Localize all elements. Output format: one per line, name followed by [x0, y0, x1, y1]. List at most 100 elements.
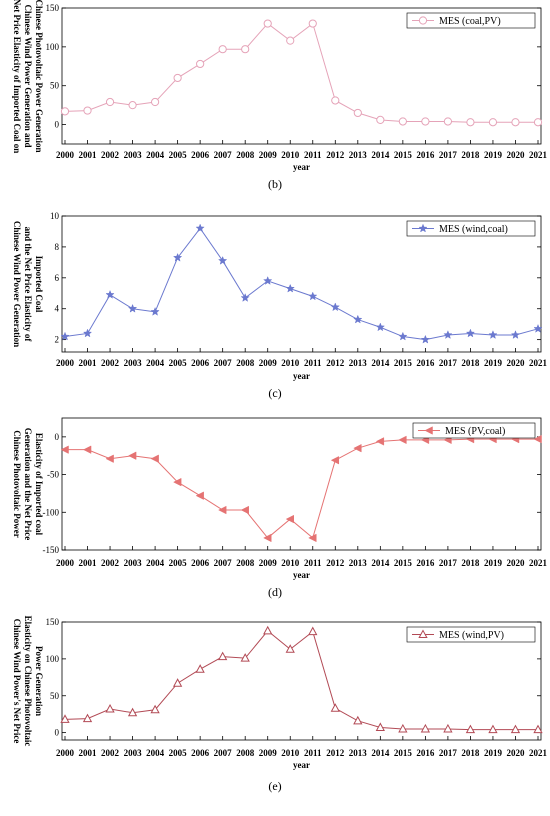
data-point [195, 223, 205, 233]
x-tick-label: 2020 [506, 748, 525, 758]
data-point [308, 19, 317, 28]
data-point [533, 434, 542, 444]
data-point [488, 724, 498, 734]
x-tick-label: 2012 [326, 358, 345, 368]
x-tick-label: 2007 [214, 150, 233, 160]
x-tick-label: 2004 [146, 748, 165, 758]
data-point [105, 289, 115, 299]
data-point [218, 651, 228, 661]
data-point [240, 293, 250, 302]
data-point [420, 723, 431, 733]
x-tick-label: 2008 [236, 558, 255, 568]
data-point [150, 454, 159, 463]
panel-caption: (b) [268, 177, 282, 191]
panel-caption-final: (e) [268, 779, 281, 793]
series-line [64, 227, 539, 341]
data-point [60, 445, 69, 454]
x-axis-label: year [293, 570, 310, 580]
panel-caption: (d) [268, 585, 282, 599]
x-axis-label: year [293, 162, 310, 172]
data-point [263, 276, 273, 285]
data-point [60, 331, 70, 341]
x-tick-label: 2019 [484, 558, 503, 568]
data-point [443, 723, 453, 733]
legend-marker [424, 426, 433, 435]
data-point [443, 330, 453, 339]
y-axis-label-line: Elasticity on Chinese Photovoltaic [23, 616, 33, 747]
data-point [330, 456, 340, 465]
data-point [308, 626, 318, 636]
x-tick-label: 2007 [214, 358, 233, 368]
plot-frame [61, 621, 542, 741]
legend: MES (wind,PV) [406, 626, 536, 643]
x-axis-label: year [293, 760, 310, 770]
chart-panel-1: 0 50 100 150 2000 2001 2002 2003 2004 2005 2006 200… [12, 0, 548, 172]
x-tick-label: 2020 [506, 558, 525, 568]
y-tick-label: 4 [55, 304, 60, 314]
x-tick-label: 2009 [259, 748, 278, 758]
data-point [150, 704, 160, 714]
panel-caption: (c) [268, 386, 281, 400]
x-tick-label: 2020 [506, 150, 525, 160]
y-tick-label: 50 [50, 691, 60, 701]
y-tick-label: -150 [43, 545, 60, 555]
y-tick-label: 10 [50, 211, 60, 221]
x-tick-label: 2014 [371, 150, 390, 160]
data-point [82, 445, 92, 454]
x-tick-label: 2005 [169, 150, 188, 160]
x-tick-label: 2003 [124, 358, 143, 368]
x-tick-label: 2021 [529, 748, 548, 758]
data-point [127, 303, 138, 313]
y-axis-label-line: Chinese Photovoltaic Power Generation [34, 0, 44, 153]
data-point [308, 291, 318, 301]
data-point [173, 477, 182, 487]
x-tick-label: 2021 [529, 558, 548, 568]
y-tick-label: -100 [43, 507, 60, 517]
x-tick-label: 2016 [416, 748, 435, 758]
data-point [465, 328, 476, 338]
legend-label: MES (wind,PV) [439, 630, 504, 641]
legend-label: MES (coal,PV) [439, 16, 501, 27]
data-point [172, 678, 183, 687]
data-point [196, 59, 205, 69]
y-axis-label-line: Chinese Photovoltaic Power [12, 430, 22, 537]
x-tick-label: 2002 [101, 358, 120, 368]
data-point [60, 714, 70, 723]
data-point [218, 45, 227, 54]
data-point [82, 713, 93, 723]
plot-frame [61, 7, 542, 145]
data-point [263, 19, 272, 28]
x-tick-label: 2005 [169, 358, 188, 368]
series-line [64, 630, 538, 731]
data-point [488, 330, 498, 339]
x-tick-label: 2010 [281, 150, 300, 160]
data-point [82, 328, 93, 338]
x-tick-label: 2014 [371, 748, 390, 758]
legend-marker [418, 16, 428, 25]
data-point [375, 322, 385, 332]
x-tick-label: 2013 [349, 748, 368, 758]
legend-label: MES (PV,coal) [445, 426, 505, 437]
x-tick-label: 2005 [169, 558, 188, 568]
x-tick-label: 2012 [326, 558, 345, 568]
data-point [218, 505, 227, 515]
y-axis-label-line: Chinese Wind Power Generation and [23, 4, 33, 147]
x-tick-label: 2017 [439, 150, 458, 160]
x-tick-label: 2006 [191, 150, 210, 160]
data-point [533, 118, 543, 127]
x-tick-label: 2016 [416, 150, 435, 160]
x-tick-label: 2017 [439, 358, 458, 368]
data-point [331, 96, 340, 105]
legend-marker [418, 629, 428, 638]
data-point [510, 724, 521, 734]
y-axis-label-line: Power Generation [34, 646, 44, 716]
y-tick-label: 0 [55, 728, 60, 738]
legend-box [406, 12, 536, 29]
x-tick-label: 2020 [506, 358, 525, 368]
data-point [465, 724, 476, 734]
legend-box [412, 422, 536, 439]
x-tick-label: 2017 [439, 558, 458, 568]
x-tick-label: 2001 [79, 358, 98, 368]
data-point [105, 454, 114, 463]
